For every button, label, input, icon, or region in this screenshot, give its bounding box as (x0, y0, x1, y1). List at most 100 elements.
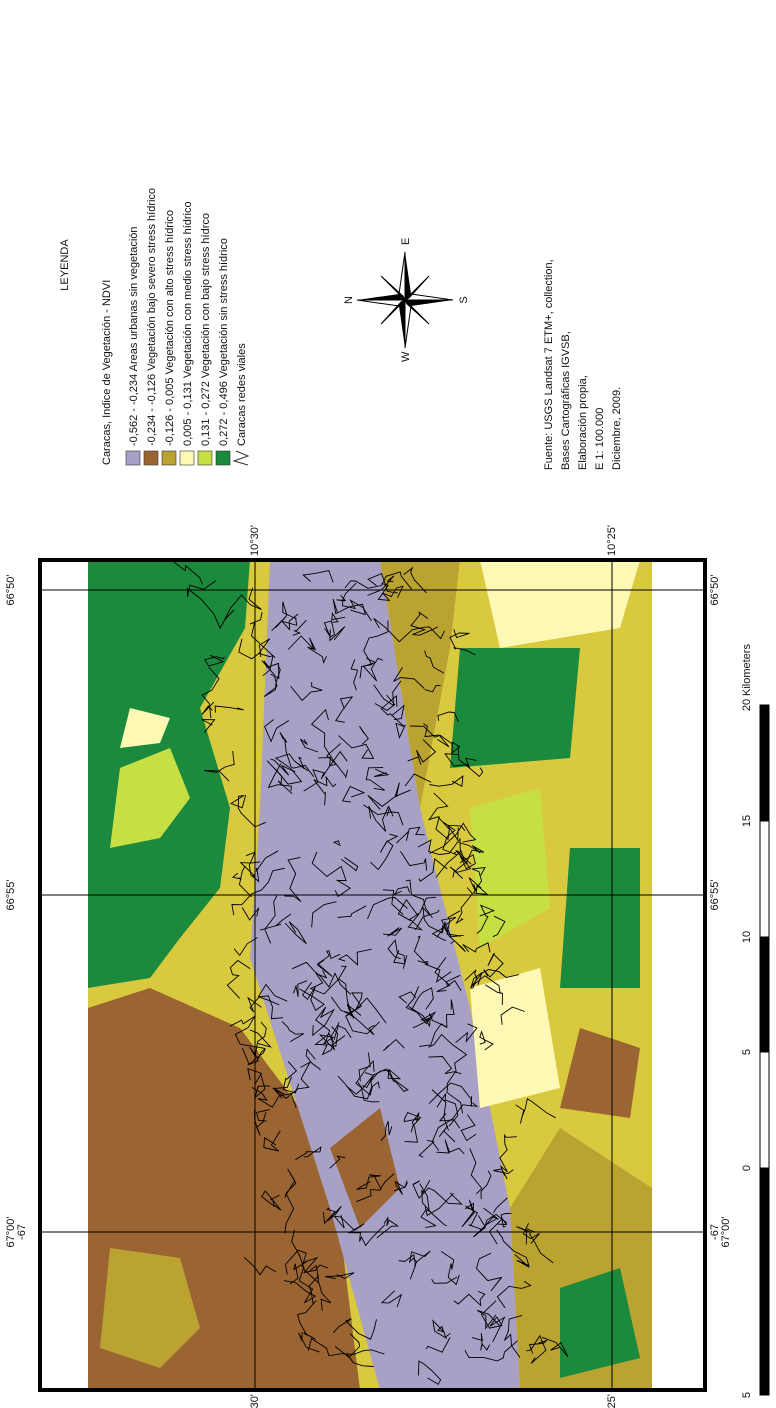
legend-label: 0,131 - 0,272 Vegetación con bajo stress… (200, 213, 212, 446)
road (425, 1337, 451, 1353)
road (412, 1013, 447, 1029)
road (438, 1113, 461, 1129)
road (421, 1179, 447, 1227)
road (310, 708, 349, 779)
legend-label: 0,272 - 0,496 Vegetación sin stress hídr… (218, 238, 230, 446)
road (337, 905, 367, 918)
road (309, 965, 347, 995)
source-line: Elaboración propia, (577, 375, 589, 470)
road (412, 1180, 463, 1205)
road (476, 1309, 501, 1330)
road (418, 1360, 442, 1385)
longitude-label: -67 (709, 1224, 721, 1240)
road (462, 942, 491, 953)
road (440, 1251, 460, 1286)
scale-label: 10 (741, 931, 753, 943)
road (302, 569, 334, 583)
latitude-label: 10°25' (606, 525, 618, 556)
road (393, 886, 411, 896)
road (380, 1290, 403, 1308)
road (411, 987, 434, 1011)
road (283, 1266, 317, 1304)
road (298, 1331, 320, 1353)
road (400, 850, 428, 871)
scale-segment (759, 936, 770, 1053)
road (367, 575, 395, 596)
road (393, 667, 425, 689)
road (333, 1025, 352, 1040)
road (290, 682, 323, 702)
scale-label: 5 (741, 1392, 753, 1398)
road (329, 1155, 346, 1169)
road (419, 999, 455, 1047)
legend-label: -0,126 - 0,005 Vegetación con alto stres… (164, 210, 176, 446)
road (300, 738, 319, 753)
longitude-label: 67°00' (720, 1217, 732, 1248)
road (318, 1022, 340, 1051)
legend-swatch (125, 450, 141, 466)
road (382, 1038, 405, 1052)
road (396, 826, 425, 844)
road (472, 1215, 498, 1238)
road (373, 617, 445, 643)
road (272, 1061, 312, 1099)
road (431, 926, 466, 953)
road (356, 1173, 395, 1203)
source-line: Diciembre, 2009. (611, 387, 623, 470)
road (264, 719, 290, 743)
road (382, 889, 404, 915)
legend-label: -0,562 - -0,234 Areas urbanas sin vegeta… (128, 226, 140, 446)
road (249, 1021, 267, 1058)
road (342, 785, 366, 803)
road (362, 657, 383, 682)
road (238, 865, 252, 898)
road (332, 598, 366, 616)
road (297, 1300, 317, 1340)
source-text: Fuente: USGS Landsat 7 ETM+, collection,… (543, 259, 623, 470)
road (417, 837, 461, 878)
legend: -0,562 - -0,234 Areas urbanas sin vegeta… (125, 188, 250, 466)
road (291, 1229, 332, 1311)
source-line: E 1: 100.000 (594, 408, 606, 470)
road (187, 580, 227, 630)
road (254, 1074, 271, 1099)
road (323, 620, 332, 636)
road (431, 1089, 449, 1131)
road (251, 1087, 297, 1109)
road (522, 1223, 540, 1244)
road (446, 1070, 464, 1114)
scale-label: 20 (741, 699, 753, 711)
road (413, 935, 429, 964)
road (449, 854, 476, 879)
road (281, 1021, 304, 1043)
road (359, 726, 369, 745)
road (305, 1048, 321, 1071)
road (398, 991, 417, 1004)
road (452, 842, 485, 878)
road (471, 866, 489, 896)
longitude-label: 66°50' (5, 575, 17, 606)
road (438, 1125, 456, 1143)
road (356, 1174, 382, 1190)
road (365, 1068, 402, 1083)
road (369, 833, 399, 871)
legend-swatch (197, 450, 213, 466)
latitude-label: 10°30' (249, 525, 261, 556)
road (230, 794, 266, 828)
road (397, 898, 418, 922)
road (344, 571, 412, 590)
road (245, 850, 279, 883)
road (424, 650, 444, 674)
road (284, 921, 307, 944)
road (201, 719, 216, 733)
latitude-label: 10°30' (249, 1394, 261, 1408)
road (314, 1033, 346, 1056)
compass-north: N (343, 296, 355, 304)
road (418, 1139, 435, 1158)
road (496, 1280, 532, 1309)
road (404, 773, 432, 787)
road (436, 916, 457, 938)
road (418, 858, 448, 882)
legend-swatch (143, 450, 159, 466)
